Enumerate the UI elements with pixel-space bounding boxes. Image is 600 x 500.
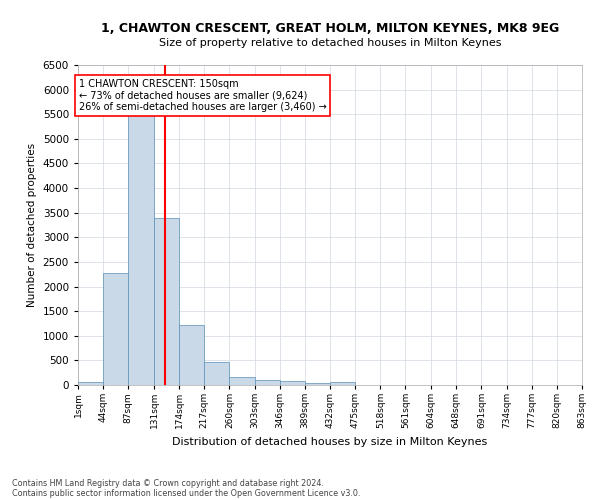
Y-axis label: Number of detached properties: Number of detached properties [27,143,37,307]
Bar [128,115,154,385]
Text: Contains HM Land Registry data © Crown copyright and database right 2024.: Contains HM Land Registry data © Crown c… [12,478,324,488]
Text: 1 CHAWTON CRESCENT: 150sqm
← 73% of detached houses are smaller (9,624)
26% of s: 1 CHAWTON CRESCENT: 150sqm ← 73% of deta… [79,79,326,112]
Text: Size of property relative to detached houses in Milton Keynes: Size of property relative to detached ho… [159,38,501,48]
X-axis label: Distribution of detached houses by size in Milton Keynes: Distribution of detached houses by size … [172,436,488,446]
Text: 1, CHAWTON CRESCENT, GREAT HOLM, MILTON KEYNES, MK8 9EG: 1, CHAWTON CRESCENT, GREAT HOLM, MILTON … [101,22,559,36]
Bar [254,380,280,385]
Bar [229,376,254,385]
Text: Contains public sector information licensed under the Open Government Licence v3: Contains public sector information licen… [12,488,361,498]
Bar [305,382,330,385]
Bar [179,325,204,385]
Bar [330,382,355,385]
Bar [103,273,128,385]
Bar [204,362,229,385]
Bar [154,218,179,385]
Bar [280,381,305,385]
Bar [78,382,103,385]
